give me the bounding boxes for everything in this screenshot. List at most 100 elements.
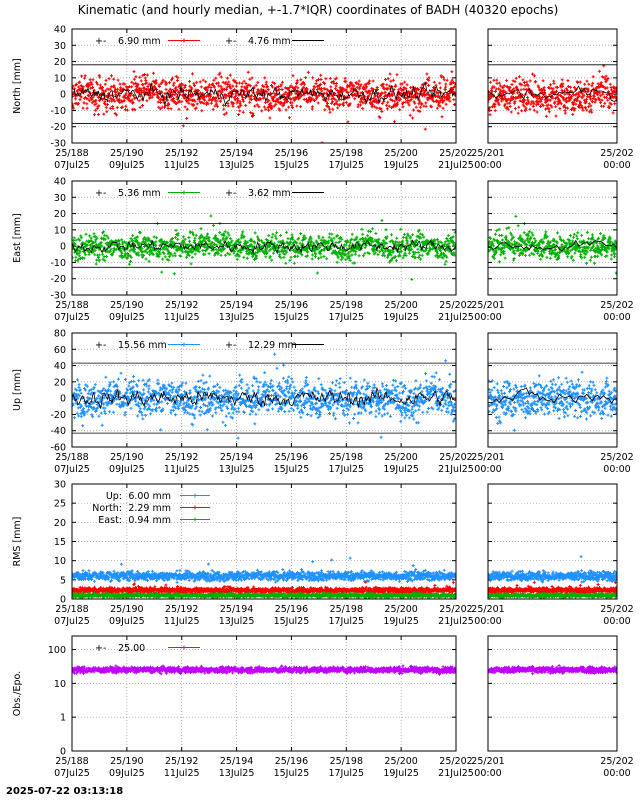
up-main-x-date-label: 13Jul25: [219, 464, 255, 475]
east-panel-main-marks: [72, 214, 456, 281]
generation-timestamp: 2025-07-22 03:13:18: [6, 786, 124, 797]
north-main-x-date-label: 19Jul25: [383, 160, 419, 171]
up-panel-zoom-marks: [488, 370, 617, 432]
up-main-x-tick-label: 25/202: [439, 452, 472, 463]
east-legend-plusminus: +-: [225, 188, 236, 199]
up-main-x-date-label: 17Jul25: [328, 464, 364, 475]
north-panel-main-frame: [71, 28, 457, 144]
north-kinematic-marks: [488, 64, 617, 118]
east-panel-ytick-label: 0: [60, 242, 66, 253]
obs-zoom-x-tick-label: 25/201: [471, 756, 504, 767]
east-ylabel: East [mm]: [12, 213, 23, 262]
east-panel-main-frame: [71, 180, 457, 296]
rms-legend-value: 2.29 mm: [128, 503, 171, 514]
up-panel-ytick-label: -40: [50, 426, 66, 437]
north-panel-zoom-frame: [487, 28, 618, 144]
obs-main-x-date-label: 13Jul25: [219, 768, 255, 779]
rms-ylabel: RMS [mm]: [12, 517, 23, 567]
obs-zoom-x-date-label: 00:00: [474, 768, 501, 779]
up-main-x-tick-label: 25/192: [165, 452, 198, 463]
east-kinematic-marks: [72, 214, 456, 281]
east-main-x-date-label: 17Jul25: [328, 312, 364, 323]
obs-legend-label: 25.00: [118, 643, 145, 654]
north-main-x-tick-label: 25/188: [55, 148, 88, 159]
chart-title: Kinematic (and hourly median, +-1.7*IQR)…: [78, 3, 559, 17]
rms-main-x-tick-label: 25/198: [330, 604, 363, 615]
north-main-x-tick-label: 25/200: [384, 148, 417, 159]
north-kinematic-marks: [72, 70, 456, 143]
obs-panel-main-marks: [72, 664, 456, 676]
north-main-x-date-label: 13Jul25: [219, 160, 255, 171]
obs-panel-ytick-label: 1: [60, 713, 66, 724]
rms-main-x-date-label: 21Jul25: [438, 616, 474, 627]
north-zoom-x-tick-label: 25/201: [471, 148, 504, 159]
up-zoom-x-date-label: 00:00: [603, 464, 630, 475]
north-panel-ytick-label: -10: [50, 106, 66, 117]
rms-panel-ytick-label: 30: [54, 480, 66, 491]
obs-panel-ytick-label: 0: [60, 747, 66, 758]
obs-main-x-tick-label: 25/188: [55, 756, 88, 767]
north-legend-label: 6.90 mm: [118, 36, 161, 47]
east-main-x-tick-label: 25/200: [384, 300, 417, 311]
rms-main-x-date-label: 15Jul25: [274, 616, 310, 627]
north-legend-plusminus: +-: [225, 36, 236, 47]
up-panel-ytick-label: -20: [50, 410, 66, 421]
north-zoom-x-tick-label: 25/202: [600, 148, 633, 159]
north-legend-label: 4.76 mm: [248, 36, 291, 47]
up-legend-plusminus: +-: [95, 340, 106, 351]
rms-legend-name: East:: [98, 515, 122, 526]
north-hourly-median-line: [488, 85, 617, 102]
up-main-x-tick-label: 25/198: [330, 452, 363, 463]
up-zoom-x-tick-label: 25/202: [600, 452, 633, 463]
north-main-x-tick-label: 25/192: [165, 148, 198, 159]
obs-legend-plusminus: +-: [95, 643, 106, 654]
rms-legend-marker: [193, 493, 197, 498]
east-kinematic-marks: [488, 214, 617, 275]
east-main-x-tick-label: 25/198: [330, 300, 363, 311]
rms-zoom-x-date-label: 00:00: [603, 616, 630, 627]
rms-zoom-x-tick-label: 25/202: [600, 604, 633, 615]
east-main-x-tick-label: 25/202: [439, 300, 472, 311]
east-main-x-date-label: 15Jul25: [274, 312, 310, 323]
north-panel-main-marks: [72, 70, 456, 143]
north-legend-plusminus: +-: [95, 36, 106, 47]
rms-panel-ytick-label: 5: [60, 575, 66, 586]
up-hourly-median-line: [488, 387, 617, 404]
obs-ylabel: Obs./Epo.: [12, 671, 23, 716]
rms-panel-main-frame: [71, 483, 457, 600]
east-panel-ytick-label: 30: [54, 193, 66, 204]
obs-main-x-date-label: 07Jul25: [54, 768, 90, 779]
up-panel-ytick-label: 60: [54, 345, 66, 356]
east-hourly-median-line: [72, 239, 456, 255]
obs-main-x-tick-label: 25/190: [110, 756, 143, 767]
north-main-x-tick-label: 25/196: [275, 148, 308, 159]
east-panel-ytick-label: 20: [54, 209, 66, 220]
up-main-x-tick-label: 25/188: [55, 452, 88, 463]
up-panel-zoom-frame: [487, 332, 618, 448]
up-main-x-tick-label: 25/200: [384, 452, 417, 463]
rms-main-x-tick-label: 25/202: [439, 604, 472, 615]
rms-main-x-date-label: 17Jul25: [328, 616, 364, 627]
east-main-x-date-label: 21Jul25: [438, 312, 474, 323]
obs-panel-zoom-frame: [487, 635, 618, 752]
north-panel-ytick-label: 20: [54, 57, 66, 68]
north-panel-ytick-label: 30: [54, 41, 66, 52]
north-main-x-date-label: 07Jul25: [54, 160, 90, 171]
rms-panel-ytick-label: 0: [60, 595, 66, 606]
east-zoom-x-tick-label: 25/202: [600, 300, 633, 311]
obs-main-x-tick-label: 25/194: [220, 756, 253, 767]
up-panel-ytick-label: 20: [54, 377, 66, 388]
north-ylabel: North [mm]: [12, 58, 23, 114]
up-legend-plusminus: +-: [225, 340, 236, 351]
east-panel-ytick-label: 10: [54, 225, 66, 236]
east-main-x-date-label: 13Jul25: [219, 312, 255, 323]
east-main-x-date-label: 11Jul25: [164, 312, 200, 323]
east-panel-ytick-label: 40: [54, 177, 66, 188]
east-main-x-tick-label: 25/196: [275, 300, 308, 311]
north-panel-zoom-marks: [488, 64, 617, 118]
rms-legend-name: Up:: [106, 491, 122, 502]
rms-series-east-marks: [72, 590, 456, 599]
north-main-x-date-label: 11Jul25: [164, 160, 200, 171]
east-legend-label: 5.36 mm: [118, 188, 161, 199]
east-zoom-x-date-label: 00:00: [474, 312, 501, 323]
